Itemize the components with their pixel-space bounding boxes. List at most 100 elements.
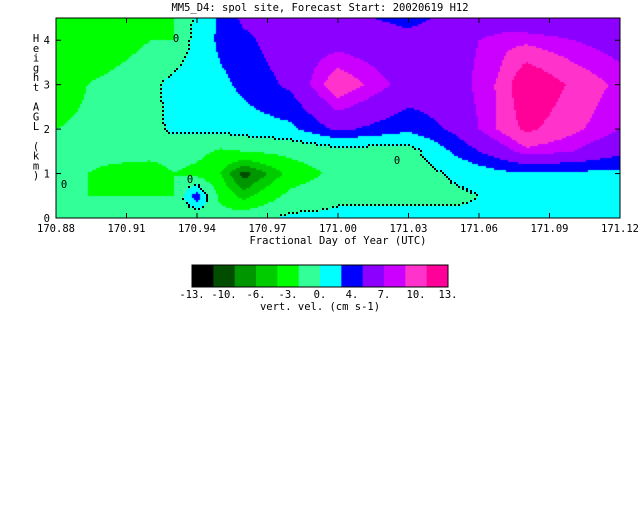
zero-contour-dot xyxy=(434,204,436,206)
zero-contour-dot xyxy=(192,132,194,134)
zero-contour-dot xyxy=(354,204,356,206)
zero-contour-dot xyxy=(190,32,192,34)
zero-contour-dot xyxy=(398,204,400,206)
zero-contour-dot xyxy=(368,144,370,146)
zero-contour-dot xyxy=(390,204,392,206)
zero-contour-dot xyxy=(182,60,184,62)
zero-contour-dot xyxy=(162,110,164,112)
zero-contour-dot xyxy=(160,84,162,86)
zero-contour-dot xyxy=(446,204,448,206)
colorbar-tick-label: -13. xyxy=(179,289,204,301)
zero-contour-dot xyxy=(382,204,384,206)
colorbar-swatch xyxy=(234,265,257,287)
colorbar-frame xyxy=(191,264,449,288)
zero-contour-dot xyxy=(422,204,424,206)
colorbar-label: vert. vel. (cm s-1) xyxy=(260,301,380,313)
zero-contour-dot xyxy=(212,132,214,134)
zero-contour-dot xyxy=(350,204,352,206)
zero-contour-dot xyxy=(462,186,464,188)
y-tick-label: 4 xyxy=(44,35,50,47)
zero-contour-dot xyxy=(192,206,194,208)
zero-contour-dot xyxy=(432,166,434,168)
zero-contour-dot xyxy=(168,76,170,78)
zero-contour-dot xyxy=(176,132,178,134)
zero-contour-dot xyxy=(474,192,476,194)
zero-contour-dot xyxy=(328,144,330,146)
x-tick-label: 171.12 xyxy=(601,223,639,235)
zero-contour-dot xyxy=(162,114,164,116)
zero-contour-dot xyxy=(316,210,318,212)
chart-title: MM5_D4: spol site, Forecast Start: 20020… xyxy=(171,2,468,14)
zero-contour-dot xyxy=(320,144,322,146)
x-axis-label: Fractional Day of Year (UTC) xyxy=(249,235,426,247)
zero-contour-dot xyxy=(220,132,222,134)
zero-contour-dot xyxy=(290,138,292,140)
plot-area: 0 0 0 0 xyxy=(56,18,620,218)
zero-contour-dot xyxy=(164,124,166,126)
zero-contour-dot xyxy=(358,204,360,206)
zero-contour-label: 0 xyxy=(61,179,67,191)
colorbar-swatch xyxy=(426,265,449,287)
zero-contour-dot xyxy=(296,140,298,142)
zero-contour-dot xyxy=(198,208,200,210)
zero-contour-dot xyxy=(208,132,210,134)
zero-contour-dot xyxy=(256,136,258,138)
colorbar-swatch xyxy=(320,265,342,287)
x-tick-label: 171.00 xyxy=(319,223,357,235)
zero-contour-dot xyxy=(334,146,336,148)
zero-contour-dot xyxy=(300,140,302,142)
colorbar-tick-label: 10. xyxy=(407,289,426,301)
zero-contour-dot xyxy=(188,44,190,46)
zero-contour-dot xyxy=(466,202,468,204)
zero-contour-dot xyxy=(184,56,186,58)
zero-contour-dot xyxy=(206,196,208,198)
velocity-field-fill xyxy=(56,18,620,218)
zero-contour-dot xyxy=(418,148,420,150)
zero-contour-dot xyxy=(188,132,190,134)
zero-contour-dot xyxy=(442,172,444,174)
zero-contour-dot xyxy=(386,204,388,206)
zero-contour-dot xyxy=(442,204,444,206)
zero-contour-dot xyxy=(204,132,206,134)
colorbar-swatch xyxy=(405,265,428,287)
zero-contour-dot xyxy=(174,70,176,72)
zero-contour-dot xyxy=(186,52,188,54)
colorbar-tick-label: 13. xyxy=(439,289,458,301)
zero-contour-dot xyxy=(224,132,226,134)
zero-contour-dot xyxy=(392,144,394,146)
zero-contour-dot xyxy=(160,96,162,98)
zero-contour-dot xyxy=(160,100,162,102)
zero-contour-dot xyxy=(162,102,164,104)
zero-contour-dot xyxy=(198,184,200,186)
colorbar-swatch xyxy=(256,265,278,287)
zero-contour-dot xyxy=(470,200,472,202)
zero-contour-dot xyxy=(462,188,464,190)
zero-contour-dot xyxy=(440,170,442,172)
zero-contour-dot xyxy=(354,146,356,148)
zero-contour-dot xyxy=(274,138,276,140)
x-tick-label: 170.91 xyxy=(108,223,146,235)
zero-contour-dot xyxy=(428,162,430,164)
x-tick-label: 171.06 xyxy=(460,223,498,235)
y-tick-label: 2 xyxy=(44,124,50,136)
colorbar-swatch xyxy=(277,265,300,287)
zero-contour-dot xyxy=(394,204,396,206)
zero-contour-dot xyxy=(182,198,184,200)
zero-contour-dot xyxy=(196,132,198,134)
x-tick-label: 171.09 xyxy=(531,223,569,235)
zero-contour-dot xyxy=(272,136,274,138)
zero-contour-dot xyxy=(248,136,250,138)
zero-contour-dot xyxy=(336,206,338,208)
zero-contour-dot xyxy=(246,134,248,136)
zero-contour-dot xyxy=(418,204,420,206)
x-tick-label: 171.03 xyxy=(390,223,428,235)
zero-contour-dot xyxy=(454,204,456,206)
zero-contour-dot xyxy=(188,204,190,206)
zero-contour-dot xyxy=(292,212,294,214)
zero-contour-dot xyxy=(188,186,190,188)
zero-contour-dot xyxy=(160,92,162,94)
zero-contour-dot xyxy=(286,138,288,140)
zero-contour-dot xyxy=(188,48,190,50)
